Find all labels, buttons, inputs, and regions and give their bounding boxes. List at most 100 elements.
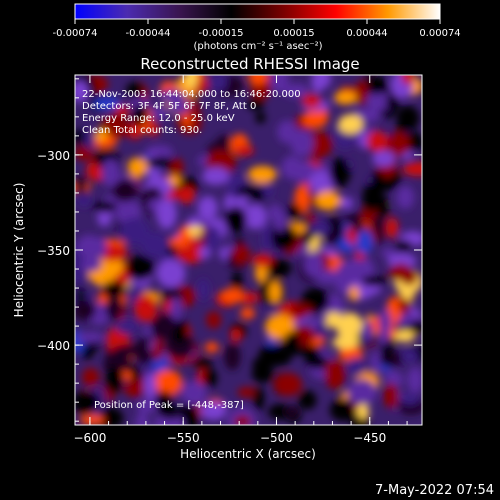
peak-position-label: Position of Peak = [-448,-387] bbox=[94, 400, 244, 411]
intensity-blob bbox=[160, 89, 185, 104]
x-tick-label: −500 bbox=[260, 431, 293, 445]
intensity-blob bbox=[204, 226, 222, 252]
intensity-blob bbox=[206, 311, 222, 329]
intensity-blob bbox=[105, 295, 124, 321]
intensity-blob bbox=[368, 76, 388, 95]
intensity-blob bbox=[75, 195, 93, 207]
intensity-map bbox=[75, 75, 422, 425]
intensity-blob bbox=[170, 297, 183, 322]
intensity-blob bbox=[193, 358, 213, 369]
intensity-blob bbox=[277, 120, 297, 144]
intensity-blob bbox=[152, 337, 164, 361]
intensity-blob bbox=[150, 313, 178, 340]
intensity-blob bbox=[230, 328, 242, 342]
intensity-blob bbox=[401, 75, 415, 85]
info-line-energy: Energy Range: 12.0 - 25.0 keV bbox=[82, 113, 235, 124]
intensity-blob bbox=[290, 129, 314, 157]
intensity-blob bbox=[231, 244, 251, 265]
intensity-blob bbox=[77, 234, 102, 257]
intensity-blob bbox=[282, 331, 301, 357]
intensity-blob bbox=[336, 312, 364, 343]
intensity-blob bbox=[283, 83, 310, 98]
intensity-blob bbox=[361, 320, 373, 343]
intensity-blob bbox=[184, 75, 198, 90]
intensity-blob bbox=[79, 256, 102, 272]
y-tick-label: −350 bbox=[37, 244, 70, 258]
intensity-blob bbox=[303, 251, 324, 278]
intensity-blob bbox=[143, 325, 153, 337]
intensity-blob bbox=[237, 386, 257, 398]
intensity-blob bbox=[360, 275, 387, 287]
colorbar-tick-label: 0.00044 bbox=[346, 28, 387, 39]
intensity-blob bbox=[231, 271, 243, 293]
colorbar: -0.00074 -0.00044 -0.00015 0.00015 0.00044 0.… bbox=[53, 3, 461, 52]
colorbar-tick-label: -0.00015 bbox=[199, 28, 244, 39]
intensity-blob bbox=[126, 255, 155, 281]
intensity-blob bbox=[400, 349, 419, 363]
intensity-blob bbox=[92, 201, 118, 213]
intensity-blob bbox=[394, 330, 415, 343]
y-tick-label: −400 bbox=[37, 339, 70, 353]
colorbar-gradient bbox=[74, 3, 441, 20]
intensity-blob bbox=[309, 220, 331, 236]
intensity-blob bbox=[165, 331, 195, 360]
intensity-blob bbox=[251, 253, 273, 268]
intensity-blob bbox=[285, 405, 299, 418]
intensity-blob bbox=[75, 390, 100, 414]
intensity-blob bbox=[383, 383, 399, 409]
intensity-blob bbox=[389, 263, 413, 281]
colorbar-tick-label: 0.00074 bbox=[419, 28, 460, 39]
intensity-blob bbox=[101, 114, 123, 136]
intensity-blob bbox=[269, 280, 282, 304]
intensity-blob bbox=[366, 91, 393, 111]
intensity-blob bbox=[134, 294, 158, 322]
intensity-blob bbox=[311, 75, 325, 93]
intensity-blob bbox=[347, 379, 377, 406]
image-info-text: 22-Nov-2003 16:44:04.000 to 16:46:20.000… bbox=[82, 89, 301, 136]
intensity-blob bbox=[357, 404, 369, 419]
intensity-blob bbox=[177, 186, 196, 204]
intensity-blob bbox=[313, 320, 328, 338]
y-axis: −300 −350 −400 bbox=[37, 78, 422, 422]
intensity-blob bbox=[167, 174, 181, 186]
intensity-blob bbox=[346, 357, 366, 377]
x-tick-label: −450 bbox=[353, 431, 386, 445]
intensity-blob bbox=[240, 307, 256, 319]
x-axis-label: Heliocentric X (arcsec) bbox=[180, 447, 316, 461]
intensity-blob bbox=[362, 183, 379, 213]
intensity-blob bbox=[211, 75, 228, 92]
info-line-detectors: Detectors: 3F 4F 5F 6F 7F 8F, Att 0 bbox=[82, 101, 256, 112]
intensity-blob bbox=[269, 75, 289, 93]
intensity-blob bbox=[132, 103, 148, 126]
intensity-blob bbox=[281, 155, 303, 180]
intensity-blob bbox=[168, 100, 190, 114]
intensity-blob bbox=[144, 372, 156, 400]
intensity-blob bbox=[147, 121, 160, 137]
intensity-blob bbox=[396, 105, 420, 131]
colorbar-tick-label: -0.00074 bbox=[53, 28, 98, 39]
intensity-blob bbox=[253, 386, 265, 411]
intensity-blob bbox=[119, 217, 150, 246]
intensity-blob bbox=[94, 129, 108, 142]
intensity-blob bbox=[111, 178, 138, 202]
image-title: Reconstructed RHESSI Image bbox=[140, 55, 359, 73]
intensity-blob bbox=[396, 185, 415, 209]
intensity-blob bbox=[181, 379, 207, 406]
intensity-blob bbox=[372, 150, 396, 167]
intensity-blob bbox=[266, 259, 292, 278]
intensity-blob bbox=[146, 156, 174, 169]
intensity-blob bbox=[305, 354, 329, 370]
intensity-blob bbox=[261, 223, 274, 252]
intensity-blob bbox=[338, 114, 363, 134]
intensity-blob bbox=[202, 167, 230, 185]
intensity-blob bbox=[378, 309, 392, 336]
intensity-blob bbox=[197, 196, 218, 220]
intensity-blob bbox=[75, 175, 87, 195]
intensity-blob bbox=[255, 111, 266, 124]
intensity-blob bbox=[247, 165, 277, 183]
intensity-blob bbox=[115, 318, 140, 335]
intensity-blob bbox=[101, 158, 120, 187]
intensity-blob bbox=[381, 247, 396, 258]
footer-timestamp: 7-May-2022 07:54 bbox=[375, 483, 494, 498]
